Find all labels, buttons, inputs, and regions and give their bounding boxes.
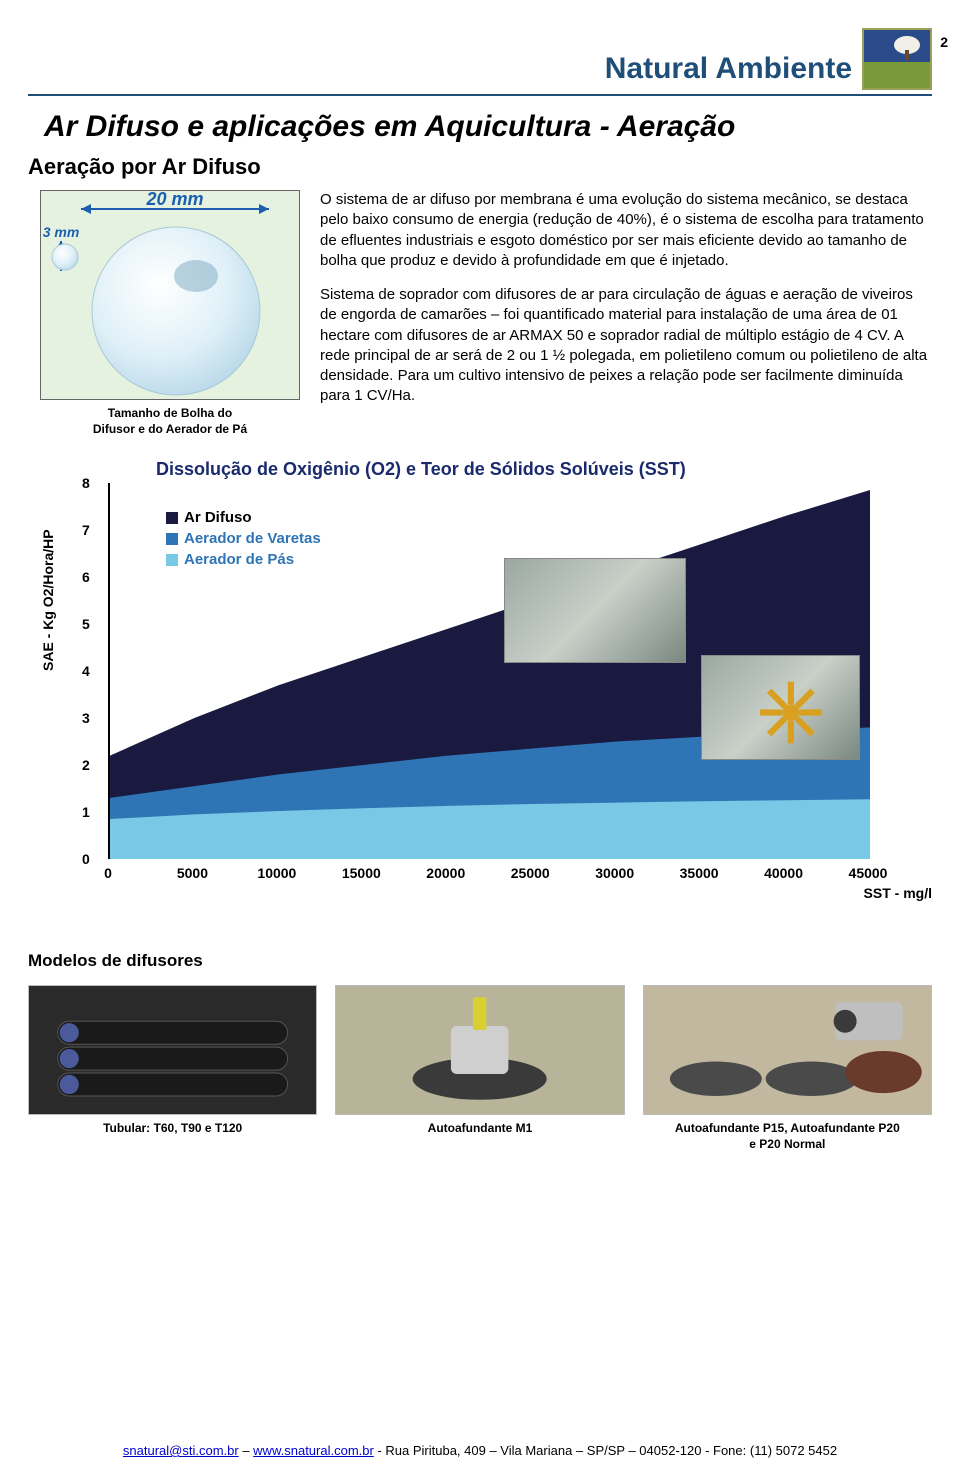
legend-label: Ar Difuso (184, 509, 252, 526)
x-tick: 20000 (426, 865, 465, 881)
bubble-image: 20 mm 3 mm (40, 190, 300, 400)
y-tick: 2 (82, 757, 90, 773)
legend-item: Ar Difuso (166, 509, 321, 526)
y-tick: 4 (82, 663, 90, 679)
x-tick: 35000 (680, 865, 719, 881)
x-tick: 0 (104, 865, 112, 881)
y-tick: 6 (82, 569, 90, 585)
brand-logo (862, 28, 932, 90)
header-rule (28, 94, 932, 96)
y-tick: 3 (82, 710, 90, 726)
footer-address: - Rua Pirituba, 409 – Vila Mariana – SP/… (377, 1443, 837, 1458)
legend-label: Aerador de Varetas (184, 530, 321, 547)
intro-text: O sistema de ar difuso por membrana é um… (320, 190, 932, 437)
legend-swatch (166, 512, 178, 524)
x-tick: 10000 (257, 865, 296, 881)
x-tick: 30000 (595, 865, 634, 881)
legend-item: Aerador de Varetas (166, 530, 321, 547)
footer: snatural@sti.com.br – www.snatural.com.b… (0, 1443, 960, 1458)
model-image (643, 985, 932, 1115)
x-tick: 15000 (342, 865, 381, 881)
brand-title: Natural Ambiente (28, 52, 862, 90)
y-tick: 1 (82, 804, 90, 820)
footer-site[interactable]: www.snatural.com.br (253, 1443, 374, 1458)
page-number: 2 (940, 34, 948, 50)
legend-item: Aerador de Pás (166, 551, 321, 568)
y-tick: 0 (82, 851, 90, 867)
dim-top-label: 20 mm (145, 191, 203, 209)
chart-plot: Ar Difuso Aerador de Varetas Aerador de Pá… (108, 483, 868, 859)
intro-block: 20 mm 3 mm Tamanho de Bolha do (0, 190, 960, 437)
model-caption: Autoafundante P15, Autoafundante P20e P2… (643, 1121, 932, 1152)
model-caption: Autoafundante M1 (335, 1121, 624, 1137)
model-item: Autoafundante P15, Autoafundante P20e P2… (643, 985, 932, 1152)
legend-swatch (166, 554, 178, 566)
y-axis-label: SAE - Kg O2/Hora/HP (40, 530, 56, 672)
models-heading: Modelos de difusores (28, 951, 960, 971)
paragraph-2: Sistema de soprador com difusores de ar … (320, 285, 932, 407)
chart-title: Dissolução de Oxigênio (O2) e Teor de Só… (156, 459, 686, 480)
bubble-figure: 20 mm 3 mm Tamanho de Bolha do (40, 190, 300, 437)
x-tick: 25000 (511, 865, 550, 881)
paragraph-1: O sistema de ar difuso por membrana é um… (320, 190, 932, 271)
x-tick: 5000 (177, 865, 208, 881)
chart: Dissolução de Oxigênio (O2) e Teor de Só… (56, 461, 932, 921)
header: Natural Ambiente (0, 28, 960, 90)
footer-email[interactable]: snatural@sti.com.br (123, 1443, 239, 1458)
models-row: Tubular: T60, T90 e T120 Autoafundante M1… (0, 985, 960, 1152)
model-image (335, 985, 624, 1115)
model-image (28, 985, 317, 1115)
chart-inset-photo (701, 655, 860, 760)
model-item: Autoafundante M1 (335, 985, 624, 1137)
page-title: Ar Difuso e aplicações em Aquicultura - … (44, 110, 932, 144)
y-tick: 5 (82, 616, 90, 632)
x-axis-label: SST - mg/l (864, 885, 932, 901)
legend-swatch (166, 533, 178, 545)
dim-left-label: 3 mm (43, 224, 80, 240)
chart-legend: Ar Difuso Aerador de Varetas Aerador de Pá… (166, 509, 321, 572)
x-tick: 45000 (849, 865, 888, 881)
bubble-caption: Tamanho de Bolha do Difusor e do Aerador… (40, 406, 300, 437)
section-heading: Aeração por Ar Difuso (28, 154, 960, 180)
chart-inset-photo (504, 558, 686, 663)
legend-label: Aerador de Pás (184, 551, 294, 568)
y-tick: 7 (82, 522, 90, 538)
model-caption: Tubular: T60, T90 e T120 (28, 1121, 317, 1137)
y-tick: 8 (82, 475, 90, 491)
model-item: Tubular: T60, T90 e T120 (28, 985, 317, 1137)
x-tick: 40000 (764, 865, 803, 881)
